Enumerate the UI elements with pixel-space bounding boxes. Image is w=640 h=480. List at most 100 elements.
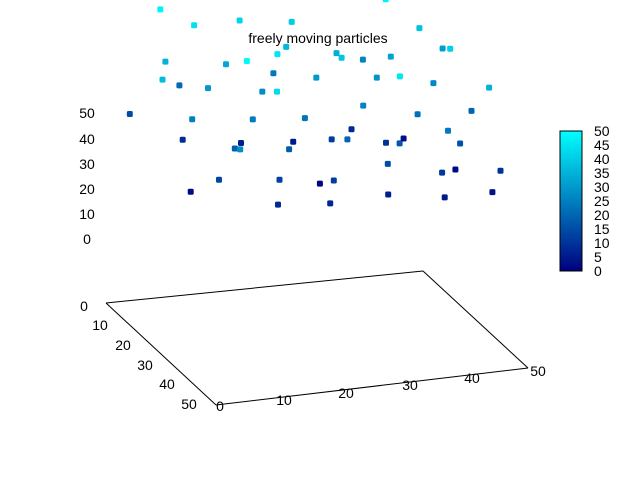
data-point — [360, 102, 367, 109]
data-point — [457, 140, 464, 147]
data-point — [301, 115, 308, 122]
data-point — [238, 140, 244, 146]
colorbar-tick-label: 45 — [594, 137, 610, 153]
x-axis-line — [215, 367, 529, 406]
y-tick-label: 20 — [115, 337, 131, 353]
x-origin-tick-label: 0 — [216, 398, 224, 414]
data-point — [126, 111, 133, 117]
data-point — [316, 180, 323, 187]
data-point — [430, 80, 437, 87]
colorbar-tick-label: 35 — [594, 165, 610, 181]
data-point — [191, 22, 198, 29]
z-tick-label: 10 — [79, 206, 95, 222]
z-tick-label: 30 — [79, 156, 95, 172]
data-point — [439, 169, 446, 176]
data-point — [359, 56, 366, 63]
y-axis-line — [105, 302, 217, 406]
data-point — [243, 58, 250, 64]
back-axis-line — [105, 270, 424, 304]
data-point — [249, 116, 256, 123]
data-point — [327, 200, 334, 207]
data-point — [270, 70, 277, 77]
data-point — [176, 82, 183, 89]
data-point — [236, 17, 243, 24]
data-point — [486, 84, 493, 91]
data-point — [259, 88, 266, 95]
z-tick-label: 50 — [79, 105, 95, 121]
data-point — [385, 191, 392, 198]
data-point — [231, 145, 238, 152]
colorbar-tick-label: 0 — [594, 263, 602, 279]
colorbar-tick-label: 10 — [594, 235, 610, 251]
data-point — [189, 116, 196, 123]
colorbar-tick-label: 20 — [594, 207, 610, 223]
x-tick-label: 20 — [338, 385, 354, 401]
z-tick-label: 40 — [79, 131, 95, 147]
data-point — [290, 138, 297, 145]
data-point — [338, 54, 345, 61]
data-point — [237, 146, 244, 153]
data-point — [452, 166, 459, 173]
x-tick-label: 30 — [402, 377, 418, 393]
colorbar-tick-label: 30 — [594, 179, 610, 195]
data-point — [348, 126, 355, 133]
data-point — [157, 6, 164, 13]
data-point — [286, 146, 293, 153]
colorbar-tick-label: 40 — [594, 151, 610, 167]
data-point — [283, 43, 290, 50]
x-tick-label: 50 — [530, 363, 546, 379]
colorbar-tick-label: 5 — [594, 249, 602, 265]
data-point — [205, 85, 211, 92]
colorbar-tick-label: 50 — [594, 123, 610, 139]
data-point — [416, 25, 423, 32]
data-point — [333, 50, 340, 57]
data-point — [162, 58, 169, 65]
data-point — [216, 176, 222, 183]
data-point — [223, 61, 229, 68]
right-axis-line — [422, 270, 529, 369]
data-point — [274, 88, 280, 95]
data-point — [447, 45, 454, 52]
data-point — [330, 177, 337, 184]
data-point — [373, 74, 380, 81]
data-point — [313, 74, 320, 81]
data-point — [382, 0, 389, 3]
data-point — [387, 53, 394, 60]
axis-frame — [105, 270, 529, 406]
z-tick-label: 20 — [79, 181, 95, 197]
data-point — [439, 45, 446, 52]
data-points — [126, 0, 504, 208]
data-point — [396, 73, 403, 80]
z-tick-label: 0 — [83, 231, 91, 247]
data-point — [179, 136, 186, 143]
data-point — [328, 136, 335, 143]
data-point — [384, 160, 391, 167]
y-origin-tick-label: 0 — [80, 298, 88, 314]
data-point — [497, 167, 504, 174]
x-tick-label: 40 — [464, 370, 480, 386]
x-tick-label: 10 — [276, 392, 292, 408]
y-tick-label: 30 — [137, 357, 153, 373]
data-point — [274, 51, 281, 58]
colorbar-tick-label: 25 — [594, 193, 610, 209]
data-point — [383, 139, 389, 146]
data-point — [275, 201, 281, 208]
colorbar-tick-label: 15 — [594, 221, 610, 237]
data-point — [445, 127, 451, 134]
data-point — [441, 194, 448, 201]
data-point — [187, 188, 194, 195]
data-point — [400, 135, 407, 142]
data-point — [489, 189, 496, 196]
data-point — [414, 111, 421, 118]
y-tick-label: 40 — [159, 376, 175, 392]
colorbar-gradient — [559, 130, 583, 272]
data-point — [159, 76, 166, 83]
data-point — [344, 136, 351, 143]
data-point — [276, 176, 283, 183]
data-point — [288, 18, 295, 25]
data-point — [396, 140, 403, 147]
y-tick-label: 10 — [92, 317, 108, 333]
